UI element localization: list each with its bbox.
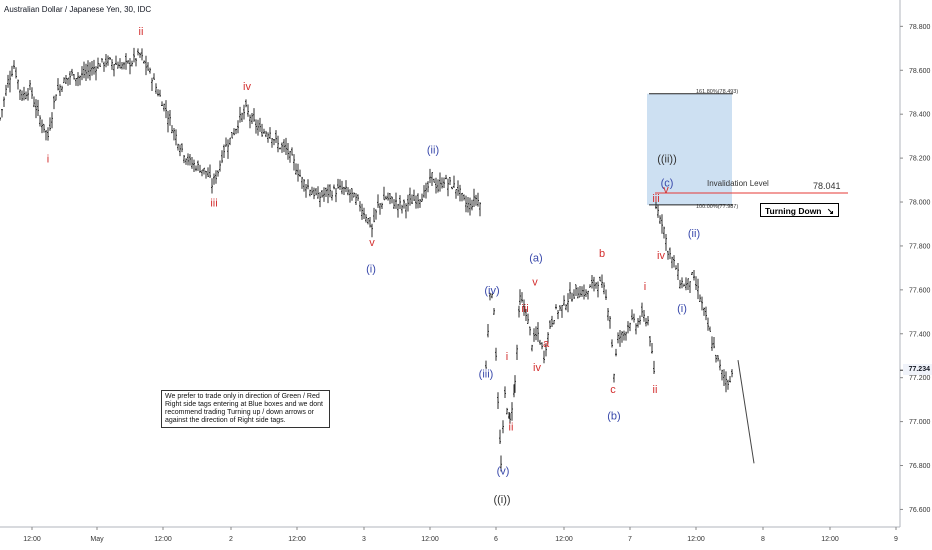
wave-label: i — [506, 351, 508, 363]
invalidation-value: 78.041 — [813, 181, 841, 191]
x-tick-label: 2 — [229, 536, 233, 543]
wave-label: ii — [509, 421, 514, 433]
wave-label: v — [532, 276, 538, 288]
x-tick-label: 8 — [761, 536, 765, 543]
wave-label: i — [644, 281, 646, 293]
trading-note: We prefer to trade only in direction of … — [161, 390, 330, 428]
x-tick-label: 12:00 — [687, 536, 705, 543]
y-tick-label: 78.600 — [909, 68, 931, 75]
wave-label: (c) — [661, 178, 674, 190]
wave-label: iii — [521, 303, 528, 315]
wave-label: ((i)) — [493, 494, 510, 506]
wave-label: i — [47, 153, 49, 165]
x-tick-label: 12:00 — [23, 536, 41, 543]
x-tick-label: 12:00 — [288, 536, 306, 543]
x-tick-label: 12:00 — [821, 536, 839, 543]
wave-label: ii — [653, 384, 658, 396]
x-tick-label: 12:00 — [555, 536, 573, 543]
chart-title: Australian Dollar / Japanese Yen, 30, ID… — [4, 5, 152, 14]
y-tick-label: 78.000 — [909, 200, 931, 207]
wave-label: iv — [657, 250, 665, 262]
y-tick-label: 77.800 — [909, 243, 931, 250]
fib-level-label: 161.80%(78.493) — [696, 89, 738, 95]
x-tick-label: 9 — [894, 536, 898, 543]
wave-label: ii — [139, 26, 144, 38]
x-tick-label: 7 — [628, 536, 632, 543]
wave-label: c — [610, 384, 616, 396]
y-tick-label: 78.200 — [909, 156, 931, 163]
wave-label: (ii) — [688, 228, 700, 240]
wave-label: (ii) — [427, 145, 439, 157]
wave-label: b — [599, 248, 605, 260]
wave-label: (v) — [497, 465, 510, 477]
wave-label: (iv) — [484, 285, 499, 297]
wave-label: iv — [533, 362, 541, 374]
wave-label: (b) — [607, 410, 620, 422]
arrow-down-right-icon: ↘ — [826, 206, 834, 216]
y-tick-label: 78.400 — [909, 112, 931, 119]
invalidation-label: Invalidation Level — [707, 179, 769, 188]
x-tick-label: 6 — [494, 536, 498, 543]
projection-line — [737, 360, 755, 464]
y-tick-label: 77.600 — [909, 287, 931, 294]
fib-level-label: 100.00%(77.987) — [696, 204, 738, 210]
wave-label: iii — [652, 193, 659, 205]
wave-label: iv — [243, 81, 251, 93]
last-price-tag: 77.234 — [903, 364, 932, 375]
wave-label: (i) — [366, 263, 376, 275]
y-tick-label: 77.000 — [909, 419, 931, 426]
y-tick-label: 77.400 — [909, 331, 931, 338]
x-tick-label: 12:00 — [154, 536, 172, 543]
y-tick-label: 77.200 — [909, 375, 931, 382]
x-tick-label: 3 — [362, 536, 366, 543]
wave-label: a — [543, 338, 550, 350]
wave-label: (iii) — [479, 369, 494, 381]
wave-label: v — [369, 237, 375, 249]
blue-target-box — [647, 93, 732, 205]
turning-down-label: Turning Down ↘ — [760, 203, 839, 217]
wave-label: (i) — [677, 303, 687, 315]
wave-label: (a) — [529, 252, 542, 264]
x-tick-label: 12:00 — [421, 536, 439, 543]
x-tick-label: May — [90, 536, 104, 543]
wave-label: v — [663, 184, 669, 196]
y-tick-label: 76.600 — [909, 507, 931, 514]
wave-label: iii — [210, 197, 217, 209]
y-tick-label: 76.800 — [909, 463, 931, 470]
wave-label: ((ii)) — [657, 153, 677, 165]
y-tick-label: 78.800 — [909, 24, 931, 31]
turning-down-text: Turning Down — [765, 206, 822, 216]
